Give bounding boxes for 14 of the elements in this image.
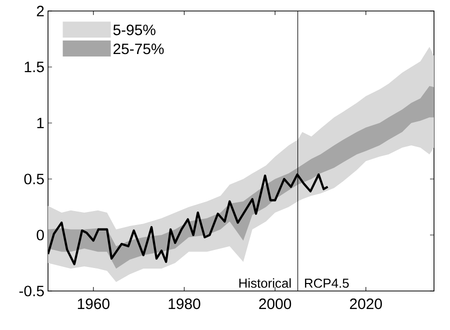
x-tick-label: 1960	[78, 298, 110, 310]
y-tick-label: -0.5	[19, 286, 44, 296]
legend-label: 25-75%	[114, 44, 164, 54]
y-tick-label: 2	[36, 6, 44, 16]
y-tick-label: 0.5	[24, 174, 44, 184]
y-tick-label: 0	[36, 230, 44, 240]
x-tick-label: 1980	[168, 298, 200, 310]
legend-label: 5-95%	[113, 24, 156, 36]
x-tick-label: 2020	[350, 298, 382, 310]
x-tick-label: 2000	[259, 298, 292, 310]
annotation: Historical	[239, 278, 291, 288]
y-tick-label: 1.5	[24, 62, 44, 72]
annotation: RCP4.5	[305, 278, 349, 288]
y-tick-label: 1	[37, 118, 44, 128]
